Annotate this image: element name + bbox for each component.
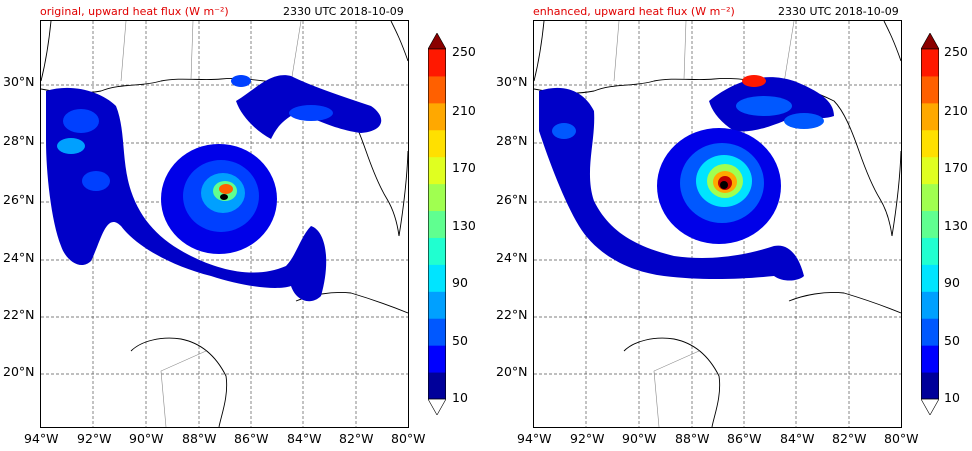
colorbar-label: 90 xyxy=(944,275,960,290)
colorbar-label: 50 xyxy=(944,333,960,348)
lon-tick: 94°W xyxy=(24,431,59,446)
colorbar-segment xyxy=(428,183,446,212)
colorbar-segment xyxy=(921,345,939,373)
colorbar-segment xyxy=(921,49,939,77)
lon-tick: 84°W xyxy=(287,431,322,446)
colorbar-label: 250 xyxy=(944,44,968,59)
lon-tick: 94°W xyxy=(517,431,552,446)
colorbar-segment xyxy=(428,372,446,400)
colorbar-extend-min xyxy=(428,398,446,415)
lon-tick: 80°W xyxy=(884,431,919,446)
colorbar-segment xyxy=(921,291,939,319)
colorbar-segment xyxy=(921,210,939,238)
lat-tick: 24°N xyxy=(496,250,528,265)
colorbar-extend-max xyxy=(428,33,446,50)
lat-tick: 24°N xyxy=(3,250,35,265)
colorbar-label: 250 xyxy=(452,44,476,59)
colorbar-segment xyxy=(428,237,446,265)
colorbar-label: 90 xyxy=(452,275,468,290)
colorbar-segment xyxy=(428,210,446,238)
lon-tick: 90°W xyxy=(622,431,657,446)
colorbar-segment xyxy=(428,156,446,185)
colorbar-segment xyxy=(921,102,939,131)
lon-tick: 84°W xyxy=(780,431,815,446)
colorbar-segment xyxy=(921,372,939,400)
colorbar-segment xyxy=(921,156,939,185)
panel-title: enhanced, upward heat flux (W m⁻²) xyxy=(533,5,735,18)
colorbar-segment xyxy=(428,129,446,158)
colorbar-segment xyxy=(921,264,939,292)
colorbar-extend-max xyxy=(921,33,939,50)
lon-tick: 82°W xyxy=(339,431,374,446)
colorbar-segment xyxy=(921,237,939,265)
colorbar-frame xyxy=(428,48,446,400)
colorbar-label: 210 xyxy=(944,103,968,118)
colorbar-extend-min xyxy=(921,398,939,415)
lon-tick: 92°W xyxy=(570,431,605,446)
colorbar-segment xyxy=(921,129,939,158)
colorbar-label: 10 xyxy=(944,390,960,405)
colorbar-label: 130 xyxy=(944,218,968,233)
colorbar xyxy=(428,33,446,415)
panel-timestamp: 2330 UTC 2018-10-09 xyxy=(778,5,899,18)
lon-tick: 88°W xyxy=(675,431,710,446)
lat-tick: 26°N xyxy=(496,192,528,207)
colorbar-label: 170 xyxy=(452,160,476,175)
panel-timestamp: 2330 UTC 2018-10-09 xyxy=(283,5,404,18)
lon-tick: 88°W xyxy=(182,431,217,446)
panel-title: original, upward heat flux (W m⁻²) xyxy=(40,5,229,18)
lat-tick: 22°N xyxy=(496,307,528,322)
lon-tick: 86°W xyxy=(727,431,762,446)
lat-tick: 20°N xyxy=(496,364,528,379)
colorbar xyxy=(921,33,939,415)
colorbar-segment xyxy=(921,183,939,212)
lat-tick: 28°N xyxy=(3,133,35,148)
lat-tick: 22°N xyxy=(3,307,35,322)
lon-tick: 86°W xyxy=(234,431,269,446)
colorbar-segment xyxy=(428,49,446,77)
colorbar-label: 210 xyxy=(452,103,476,118)
lon-tick: 80°W xyxy=(391,431,426,446)
colorbar-label: 170 xyxy=(944,160,968,175)
colorbar-segment xyxy=(428,318,446,346)
colorbar-segment xyxy=(921,318,939,346)
lon-tick: 90°W xyxy=(129,431,164,446)
lat-tick: 28°N xyxy=(496,133,528,148)
colorbar-label: 130 xyxy=(452,218,476,233)
map-original xyxy=(40,20,409,428)
colorbar-segment xyxy=(428,345,446,373)
colorbar-segment xyxy=(428,291,446,319)
lon-tick: 82°W xyxy=(832,431,867,446)
colorbar-frame xyxy=(921,48,939,400)
colorbar-segment xyxy=(428,102,446,131)
colorbar-segment xyxy=(428,75,446,104)
lat-tick: 30°N xyxy=(496,74,528,89)
colorbar-label: 10 xyxy=(452,390,468,405)
lat-tick: 26°N xyxy=(3,192,35,207)
colorbar-label: 50 xyxy=(452,333,468,348)
colorbar-segment xyxy=(428,264,446,292)
colorbar-segment xyxy=(921,75,939,104)
lon-tick: 92°W xyxy=(77,431,112,446)
lat-tick: 30°N xyxy=(3,74,35,89)
map-enhanced xyxy=(533,20,902,428)
lat-tick: 20°N xyxy=(3,364,35,379)
